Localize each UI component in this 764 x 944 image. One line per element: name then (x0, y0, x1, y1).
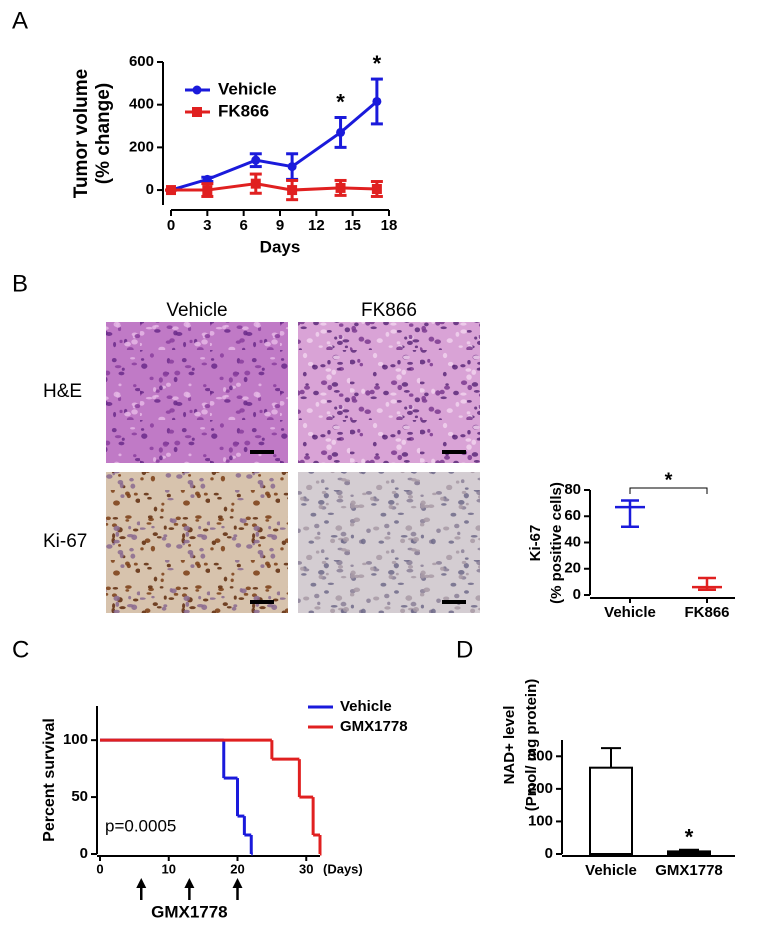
scale-bar (250, 450, 274, 454)
scale-bar (442, 600, 466, 604)
arrow-head (184, 878, 195, 888)
legend-marker (192, 107, 202, 117)
y-tick-label: 600 (129, 53, 154, 70)
x-tick-label: 30 (299, 861, 313, 876)
y-axis-label: (% change) (93, 83, 114, 184)
marker (371, 183, 382, 194)
marker (372, 96, 382, 106)
bar (667, 850, 711, 856)
annotation: * (373, 51, 382, 76)
micrograph (298, 322, 480, 463)
x-tick-label: 20 (230, 861, 244, 876)
marker (335, 182, 346, 193)
x-tick-label: 9 (276, 217, 284, 234)
y-tick-label: 100 (528, 812, 553, 829)
marker (287, 162, 297, 172)
marker (202, 174, 212, 184)
x-tick-label: Vehicle (585, 862, 637, 879)
x-axis-label: Days (260, 237, 301, 256)
y-axis-label: Tumor volume (71, 69, 92, 199)
x-tick-label: 0 (167, 217, 175, 234)
y-tick-label: 50 (71, 788, 88, 805)
marker (202, 185, 213, 196)
y-tick-label: 0 (573, 586, 581, 603)
treatment-label: GMX1778 (151, 902, 228, 921)
x-tick-label: FK866 (684, 604, 729, 621)
x-tick-label: 3 (203, 217, 211, 234)
micrograph (106, 472, 288, 613)
y-tick-label: 200 (528, 780, 553, 797)
annotation: * (336, 89, 345, 114)
annotation: * (685, 825, 694, 850)
legend-marker (192, 85, 202, 95)
series-line (170, 100, 378, 192)
marker (250, 178, 261, 189)
panel-label: C (12, 636, 29, 663)
y-tick-label: 300 (528, 747, 553, 764)
marker (336, 127, 346, 137)
x-tick-label: Vehicle (604, 604, 656, 621)
y-tick-label: 20 (564, 560, 581, 577)
marker (166, 185, 176, 196)
scale-bar (250, 600, 274, 604)
y-tick-label: 200 (129, 138, 154, 155)
y-tick-label: 400 (129, 96, 154, 113)
series-line (171, 182, 377, 192)
y-axis-label: Percent survival (41, 718, 58, 842)
panel-label: D (456, 636, 473, 663)
arrow-head (232, 878, 243, 888)
column-label: FK866 (361, 300, 417, 321)
legend-label: Vehicle (340, 698, 392, 715)
marker (287, 185, 298, 196)
bar (589, 766, 633, 856)
marker (251, 155, 261, 165)
y-tick-label: 0 (80, 845, 88, 862)
legend-label: GMX1778 (340, 718, 408, 735)
scale-bar (442, 450, 466, 454)
micrograph (298, 472, 480, 613)
significance: * (665, 469, 673, 491)
y-axis-label: (Pmol/ mg protein) (523, 679, 540, 812)
panel-label: A (12, 7, 28, 34)
significance-bracket (629, 487, 708, 494)
x-tick-label: 12 (308, 217, 325, 234)
legend-label: Vehicle (218, 79, 277, 98)
column-label: Vehicle (166, 300, 227, 321)
panel-label: B (12, 270, 28, 297)
row-label: Ki-67 (43, 531, 87, 552)
y-tick-label: 0 (545, 845, 553, 862)
x-tick-label: 10 (162, 861, 176, 876)
x-tick-label: 0 (96, 861, 103, 876)
x-tick-label: 6 (239, 217, 247, 234)
y-axis-label: NAD+ level (501, 706, 518, 785)
y-tick-label: 60 (564, 507, 581, 524)
legend-label: FK866 (218, 101, 269, 120)
x-tick-label: 18 (381, 217, 398, 234)
y-axis-label: Ki-67 (527, 525, 544, 562)
y-axis-label: (% positive cells) (548, 482, 565, 604)
row-label: H&E (43, 381, 82, 402)
x-tick-label: 15 (344, 217, 361, 234)
micrograph (106, 322, 288, 463)
y-tick-label: 40 (564, 533, 581, 550)
y-tick-label: 80 (564, 481, 581, 498)
x-tick-label: GMX1778 (655, 862, 723, 879)
x-axis-unit: (Days) (323, 861, 363, 876)
y-tick-label: 100 (63, 731, 88, 748)
arrow-head (136, 878, 147, 888)
annotation: p=0.0005 (105, 816, 176, 835)
y-tick-label: 0 (146, 181, 154, 198)
